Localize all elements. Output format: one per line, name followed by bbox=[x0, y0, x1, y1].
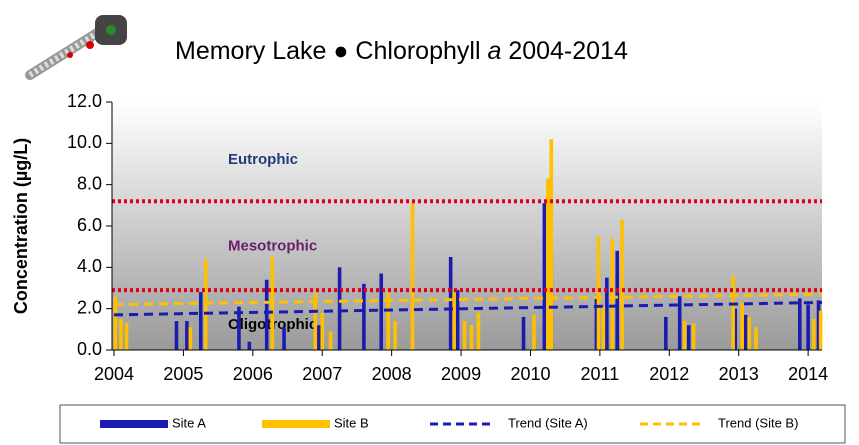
bar bbox=[522, 317, 526, 350]
title-text: 2004-2014 bbox=[508, 37, 628, 65]
bar bbox=[320, 313, 324, 350]
chart-title: Memory Lake ● Chlorophyll a 2004-2014 bbox=[175, 37, 628, 65]
chart: Memory Lake ● Chlorophyll a 2004-2014 Co… bbox=[0, 0, 859, 445]
x-tick-label: 2011 bbox=[581, 364, 620, 384]
bar bbox=[265, 280, 269, 350]
bar bbox=[119, 319, 123, 350]
y-axis-label: Concentration (µg/L) bbox=[11, 138, 31, 314]
bar bbox=[819, 311, 823, 350]
x-tick-label: 2014 bbox=[788, 364, 828, 384]
y-tick-label: 2.0 bbox=[77, 297, 102, 317]
bar bbox=[189, 327, 193, 350]
logo bbox=[30, 15, 127, 75]
bar bbox=[125, 323, 129, 350]
bar bbox=[449, 257, 453, 350]
zone-label: Eutrophic bbox=[228, 151, 298, 168]
bar bbox=[329, 331, 333, 350]
bar bbox=[678, 296, 682, 350]
y-tick-label: 12.0 bbox=[67, 91, 102, 111]
bar bbox=[744, 315, 748, 350]
bar bbox=[362, 284, 366, 350]
bar bbox=[463, 321, 467, 350]
y-tick-label: 6.0 bbox=[77, 215, 102, 235]
bar bbox=[546, 178, 550, 350]
legend-label: Site B bbox=[334, 415, 369, 430]
zone-label: Mesotrophic bbox=[228, 238, 317, 255]
legend-label: Trend (Site B) bbox=[718, 415, 798, 430]
bar bbox=[317, 325, 321, 350]
bar bbox=[692, 323, 696, 350]
x-tick-label: 2013 bbox=[719, 364, 759, 384]
bar bbox=[411, 203, 415, 350]
title-text: Memory Lake ● Chlorophyll bbox=[175, 37, 481, 65]
x-tick-label: 2012 bbox=[649, 364, 689, 384]
bar bbox=[393, 321, 397, 350]
bar bbox=[754, 327, 758, 350]
bar bbox=[175, 321, 179, 350]
legend-swatch bbox=[262, 420, 330, 428]
y-tick-label: 10.0 bbox=[67, 132, 102, 152]
y-tick-label: 4.0 bbox=[77, 256, 102, 276]
bar bbox=[532, 315, 536, 350]
bar bbox=[477, 313, 481, 350]
bar bbox=[199, 292, 203, 350]
x-tick-label: 2010 bbox=[510, 364, 550, 384]
bar bbox=[379, 274, 383, 350]
bar bbox=[620, 220, 624, 350]
bar bbox=[597, 236, 601, 350]
x-tick-label: 2005 bbox=[163, 364, 203, 384]
bar bbox=[602, 307, 606, 350]
bar bbox=[185, 321, 189, 350]
bar bbox=[806, 305, 810, 350]
bar bbox=[731, 276, 735, 350]
x-tick-label: 2006 bbox=[233, 364, 273, 384]
bar bbox=[549, 139, 553, 350]
bar bbox=[740, 302, 744, 350]
x-tick-label: 2007 bbox=[302, 364, 342, 384]
bar bbox=[683, 321, 687, 350]
bar bbox=[248, 342, 252, 350]
bar bbox=[747, 317, 751, 350]
plot-area bbox=[112, 102, 822, 350]
bar bbox=[611, 238, 615, 350]
bar bbox=[687, 325, 691, 350]
bar bbox=[470, 325, 474, 350]
bar bbox=[664, 317, 668, 350]
y-tick-label: 0.0 bbox=[77, 339, 102, 359]
x-tick-label: 2004 bbox=[94, 364, 134, 384]
legend-label: Site A bbox=[172, 415, 206, 430]
bar bbox=[543, 203, 547, 350]
bar bbox=[456, 290, 460, 350]
y-tick-label: 8.0 bbox=[77, 173, 102, 193]
legend-swatch bbox=[100, 420, 168, 428]
bar bbox=[812, 319, 816, 350]
bar bbox=[282, 327, 286, 350]
x-tick-label: 2009 bbox=[441, 364, 481, 384]
title-text: a bbox=[487, 37, 501, 65]
bar bbox=[338, 267, 342, 350]
bar bbox=[798, 298, 802, 350]
bar bbox=[615, 251, 619, 350]
x-tick-label: 2008 bbox=[372, 364, 412, 384]
legend-label: Trend (Site A) bbox=[508, 415, 588, 430]
